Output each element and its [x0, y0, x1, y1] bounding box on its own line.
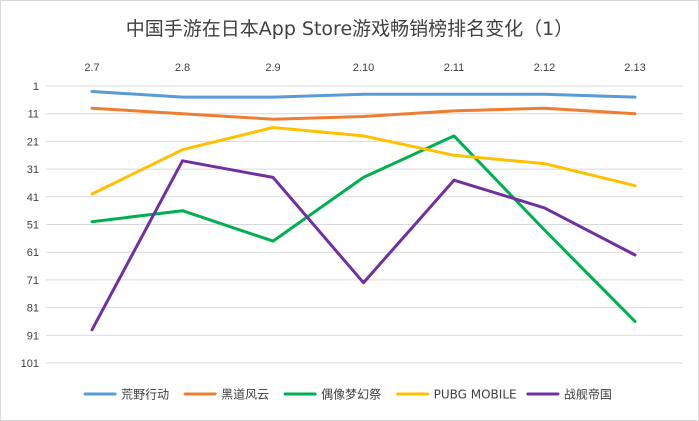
series-line-2 — [90, 106, 637, 121]
x-tick-label: 2.13 — [624, 62, 645, 74]
y-tick-label: 81 — [27, 303, 39, 315]
x-tick-label: 2.9 — [265, 62, 280, 74]
y-tick-label: 11 — [28, 109, 39, 121]
legend-label: PUBG MOBILE — [434, 388, 517, 402]
x-tick-label: 2.8 — [175, 62, 190, 74]
y-tick-label: 101 — [21, 358, 39, 370]
series-line-5 — [90, 159, 637, 332]
y-tick-label: 31 — [27, 164, 39, 176]
legend-label: 黑道风云 — [221, 388, 269, 402]
legend-label: 战舰帝国 — [564, 387, 612, 402]
y-tick-label: 91 — [27, 330, 39, 342]
y-tick-label: 51 — [27, 220, 39, 232]
legend-label: 偶像梦幻祭 — [321, 388, 381, 402]
series-line-4 — [90, 126, 637, 196]
legend-label: 荒野行动 — [121, 388, 169, 402]
x-tick-label: 2.7 — [84, 62, 99, 74]
y-tick-label: 1 — [33, 81, 39, 93]
series-line-3 — [90, 134, 637, 323]
series-line-1 — [90, 90, 637, 99]
x-tick-label: 2.11 — [444, 62, 465, 74]
y-tick-label: 71 — [27, 275, 39, 287]
x-tick-label: 2.12 — [534, 62, 555, 74]
y-tick-label: 61 — [27, 247, 39, 259]
chart-title: 中国手游在日本App Store游戏畅销榜排名变化（1） — [125, 18, 574, 40]
x-tick-label: 2.10 — [353, 62, 374, 74]
y-tick-label: 21 — [27, 136, 39, 148]
y-tick-label: 41 — [27, 192, 39, 204]
